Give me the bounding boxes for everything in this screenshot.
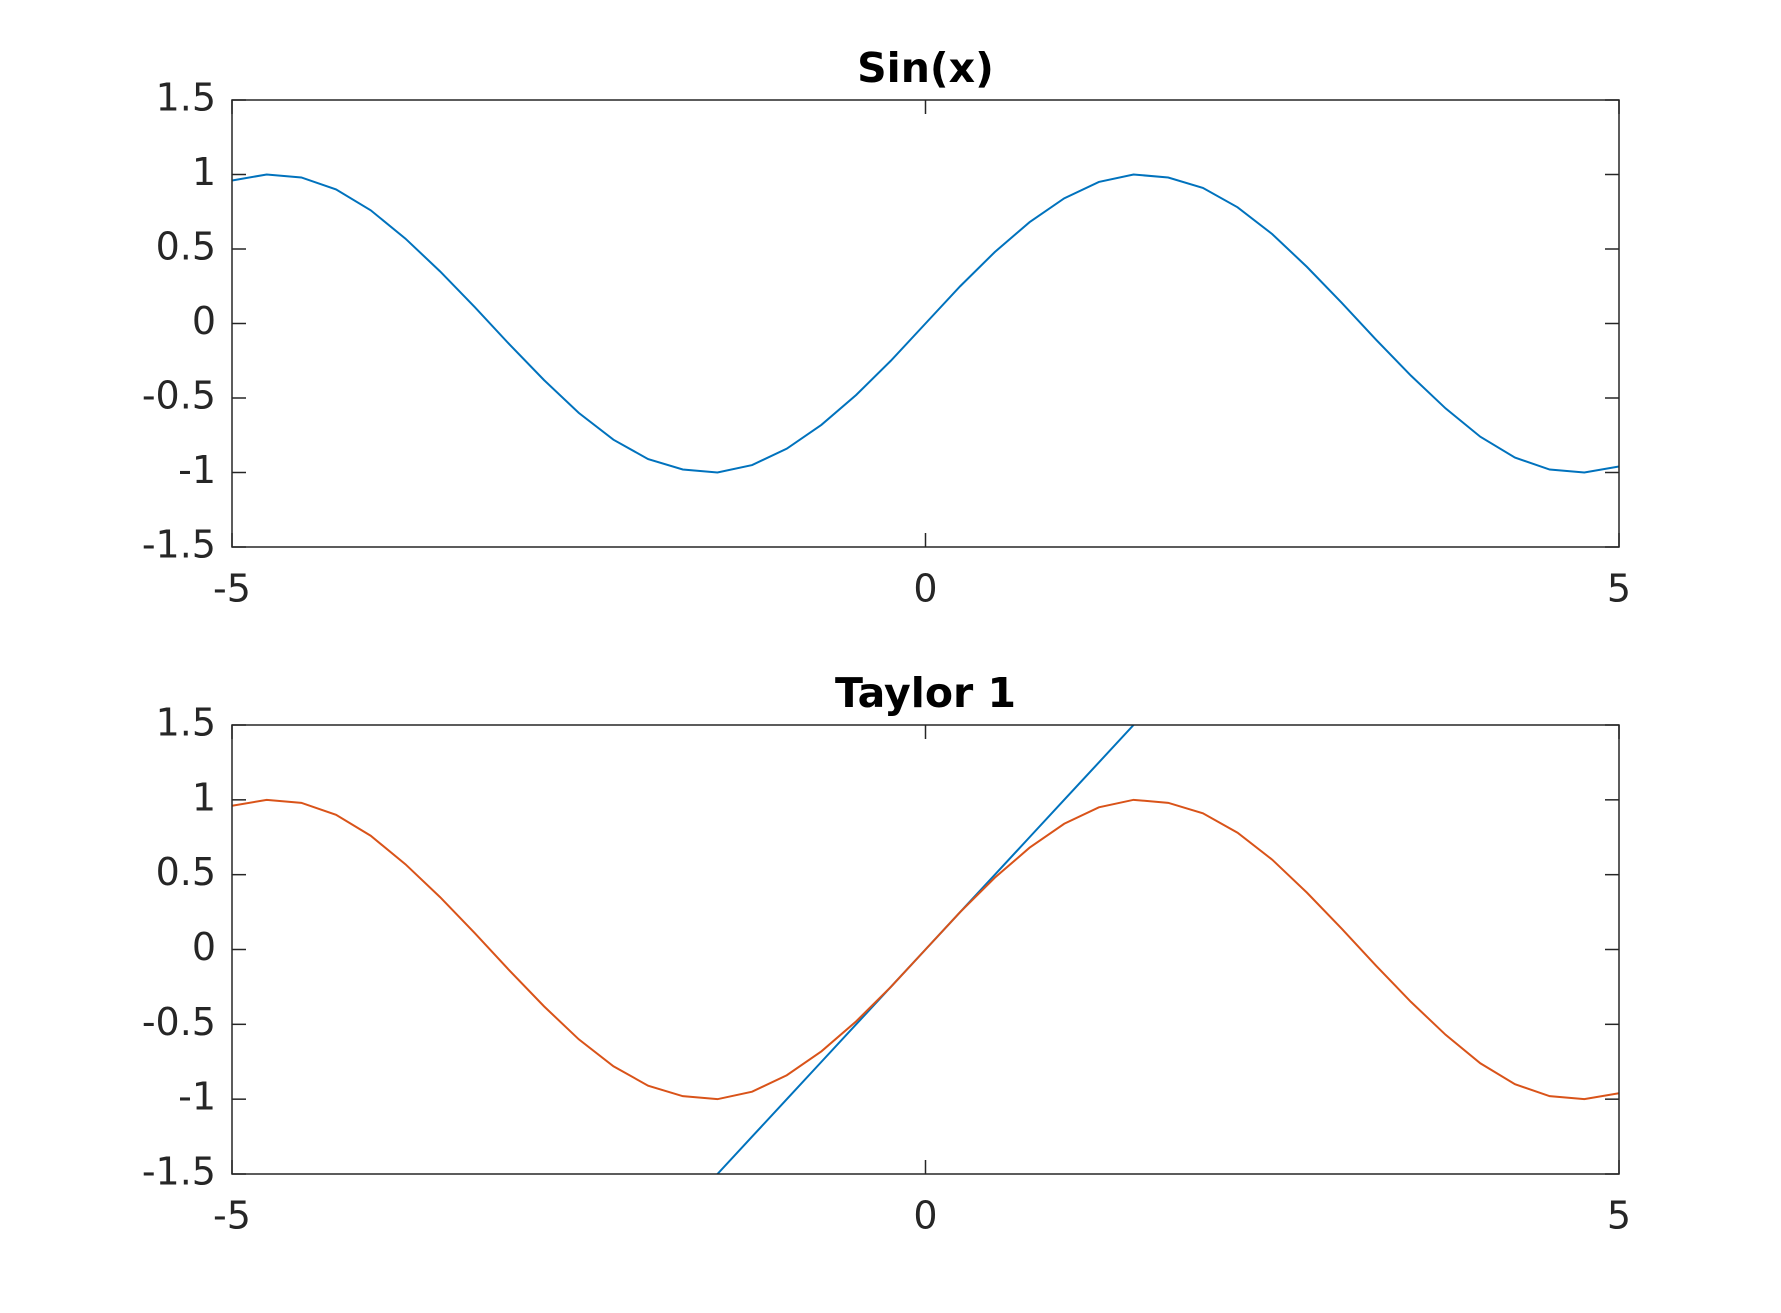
chart-title: Taylor 1: [835, 669, 1016, 717]
y-tick-label: -0.5: [142, 1000, 216, 1044]
plot-area: [232, 173, 1619, 474]
plot-area: [232, 725, 1619, 1174]
y-tick-label: -1: [178, 1075, 216, 1119]
line: [232, 798, 1619, 1101]
x-tick-label: -5: [213, 1194, 251, 1238]
x-tick-label: -5: [213, 567, 251, 611]
y-tick-label: 1.5: [156, 701, 216, 745]
y-tick-label: 0.5: [156, 225, 216, 269]
x-tick-label: 5: [1607, 1194, 1631, 1238]
y-tick-label: -1.5: [142, 523, 216, 567]
y-tick-label: 1.5: [156, 76, 216, 120]
y-tick-label: -1: [178, 448, 216, 492]
chart-title: Sin(x): [857, 44, 994, 92]
line: [232, 173, 1619, 474]
y-tick-label: 1: [192, 775, 216, 819]
y-tick-label: 0.5: [156, 850, 216, 894]
y-tick-label: 1: [192, 150, 216, 194]
y-tick-label: -1.5: [142, 1150, 216, 1194]
y-tick-label: -0.5: [142, 374, 216, 418]
y-tick-label: 0: [192, 925, 216, 969]
x-tick-label: 5: [1607, 567, 1631, 611]
y-tick-label: 0: [192, 299, 216, 343]
x-tick-label: 0: [913, 567, 937, 611]
x-tick-label: 0: [913, 1194, 937, 1238]
